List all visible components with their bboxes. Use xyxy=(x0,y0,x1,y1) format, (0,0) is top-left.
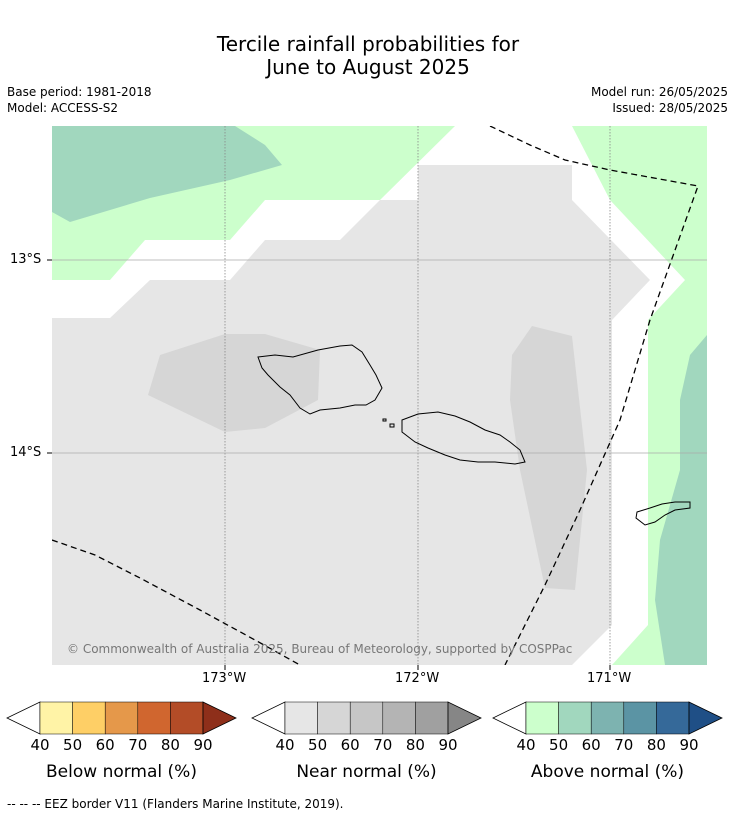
near-normal-colorbar-label: 80 xyxy=(405,736,425,754)
above-normal-50-region-east xyxy=(655,335,707,665)
above-normal-colorbar-segment xyxy=(558,701,592,735)
tick-marks xyxy=(47,259,611,670)
below-normal-colorbar-label: 40 xyxy=(30,736,50,754)
below-normal-colorbar-segment xyxy=(137,701,171,735)
above-normal-50-region-northwest xyxy=(52,126,282,222)
apolima-island xyxy=(389,423,395,428)
below-normal-colorbar-high-extend xyxy=(202,701,237,735)
near-normal-colorbar-segment xyxy=(349,701,384,735)
below-normal-colorbar-label: 90 xyxy=(193,736,213,754)
above-normal-colorbar-segment xyxy=(525,701,559,735)
near-normal-50-region-southeast xyxy=(510,326,587,590)
above-normal-colorbar-high-extend xyxy=(688,701,723,735)
near-normal-colorbar-label: 50 xyxy=(308,736,328,754)
above-normal-colorbar-label: 60 xyxy=(581,736,601,754)
near-normal-colorbar-segment xyxy=(284,701,318,735)
below-normal-colorbar-label: 50 xyxy=(63,736,83,754)
lat-tick-14s: 14°S xyxy=(10,445,42,460)
above-normal-colorbar-low-extend xyxy=(492,701,527,735)
eez-footnote: -- -- -- EEZ border V11 (Flanders Marine… xyxy=(7,797,344,811)
below-normal-colorbar-label: 60 xyxy=(95,736,115,754)
manono-island xyxy=(382,418,387,422)
below-normal-colorbar-title: Below normal (%) xyxy=(46,762,197,782)
lon-tick-172w: 172°W xyxy=(395,671,440,686)
above-normal-colorbar-label: 70 xyxy=(614,736,634,754)
near-normal-colorbar-label: 90 xyxy=(438,736,458,754)
tutuila-island xyxy=(635,501,691,526)
map-area xyxy=(52,126,707,665)
near-normal-colorbar-segment xyxy=(382,701,416,735)
lon-tick-173w: 173°W xyxy=(202,671,247,686)
near-normal-colorbar-label: 70 xyxy=(373,736,393,754)
above-normal-colorbar-segment xyxy=(590,701,625,735)
base-period: Base period: 1981-2018 xyxy=(7,85,152,99)
near-normal-colorbar-label: 60 xyxy=(340,736,360,754)
near-normal-colorbar-label: 40 xyxy=(275,736,295,754)
model-run: Model run: 26/05/2025 xyxy=(590,85,728,99)
below-normal-colorbar-low-extend xyxy=(6,701,41,735)
above-normal-colorbar-segment xyxy=(656,701,690,735)
copyright-notice: © Commonwealth of Australia 2025, Bureau… xyxy=(67,642,573,656)
above-normal-colorbar-segment xyxy=(623,701,657,735)
savaii-island xyxy=(257,344,383,415)
above-normal-colorbar-label: 50 xyxy=(549,736,569,754)
island-outlines xyxy=(257,344,691,526)
near-normal-colorbar-segment xyxy=(317,701,351,735)
below-normal-colorbar-segment xyxy=(72,701,106,735)
below-normal-colorbar-segment xyxy=(104,701,139,735)
issued-date: Issued: 28/05/2025 xyxy=(612,101,728,115)
colorbars xyxy=(6,701,723,735)
above-normal-colorbar-label: 90 xyxy=(679,736,699,754)
upolu-island xyxy=(401,411,526,465)
near-normal-colorbar-high-extend xyxy=(447,701,482,735)
below-normal-colorbar-segment xyxy=(170,701,204,735)
title-line-2: June to August 2025 xyxy=(266,55,470,79)
below-normal-colorbar-segment xyxy=(39,701,73,735)
below-normal-colorbar-label: 80 xyxy=(160,736,180,754)
below-normal-colorbar-label: 70 xyxy=(128,736,148,754)
title-line-1: Tercile rainfall probabilities for xyxy=(216,32,520,56)
gridlines xyxy=(52,126,707,665)
lon-tick-171w: 171°W xyxy=(587,671,632,686)
near-normal-40-region xyxy=(52,165,650,665)
near-normal-50-region-west xyxy=(148,334,320,432)
above-normal-colorbar-label: 40 xyxy=(516,736,536,754)
model-name: Model: ACCESS-S2 xyxy=(7,101,119,115)
lat-tick-13s: 13°S xyxy=(10,252,42,267)
eez-border xyxy=(52,126,699,665)
above-normal-colorbar-title: Above normal (%) xyxy=(530,762,685,782)
near-normal-colorbar-title: Near normal (%) xyxy=(296,762,437,782)
near-normal-colorbar-low-extend xyxy=(251,701,286,735)
near-normal-colorbar-segment xyxy=(415,701,449,735)
above-normal-colorbar-label: 80 xyxy=(646,736,666,754)
